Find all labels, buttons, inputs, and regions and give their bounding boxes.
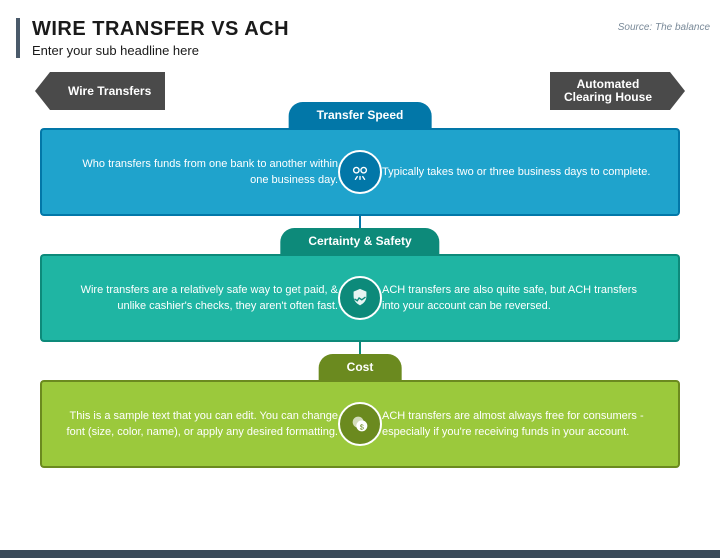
section-badge: Certainty & Safety	[280, 228, 439, 254]
cell-right: ACH transfers are almost always free for…	[360, 380, 680, 468]
section-badge: Transfer Speed	[289, 102, 432, 128]
section-1: Certainty & Safety Wire transfers are a …	[40, 228, 680, 342]
section-icon	[338, 150, 382, 194]
arrow-left-label: Wire Transfers	[68, 84, 151, 98]
section-icon: $	[338, 402, 382, 446]
page-subtitle: Enter your sub headline here	[32, 43, 720, 58]
cell-left: This is a sample text that you can edit.…	[40, 380, 360, 468]
section-row: Wire transfers are a relatively safe way…	[40, 254, 680, 342]
arrow-right-label: AutomatedClearing House	[564, 78, 652, 104]
title-block: WIRE TRANSFER VS ACH Enter your sub head…	[16, 18, 720, 58]
section-row: This is a sample text that you can edit.…	[40, 380, 680, 468]
source-text: Source: The balance	[618, 22, 710, 33]
section-0: Transfer Speed Who transfers funds from …	[40, 102, 680, 216]
cell-right: Typically takes two or three business da…	[360, 128, 680, 216]
arrow-ach: AutomatedClearing House	[550, 72, 670, 110]
content-area: Wire Transfers AutomatedClearing House T…	[0, 72, 720, 468]
section-badge: Cost	[319, 354, 402, 380]
section-row: Who transfers funds from one bank to ano…	[40, 128, 680, 216]
cell-left: Who transfers funds from one bank to ano…	[40, 128, 360, 216]
arrow-wire-transfers: Wire Transfers	[50, 72, 165, 110]
footer-bar	[0, 550, 720, 558]
section-2: Cost This is a sample text that you can …	[40, 354, 680, 468]
svg-text:$: $	[360, 423, 364, 432]
section-icon	[338, 276, 382, 320]
cell-right: ACH transfers are also quite safe, but A…	[360, 254, 680, 342]
cell-left: Wire transfers are a relatively safe way…	[40, 254, 360, 342]
